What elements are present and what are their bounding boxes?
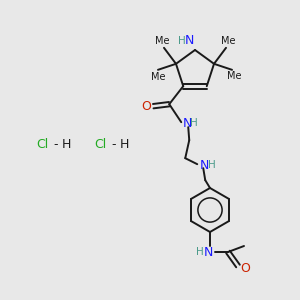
Text: N: N — [203, 245, 213, 259]
Text: H: H — [208, 160, 216, 170]
Text: -: - — [112, 139, 116, 152]
Text: H: H — [119, 139, 129, 152]
Text: Me: Me — [155, 36, 169, 46]
Text: H: H — [61, 139, 71, 152]
Text: Cl: Cl — [36, 139, 48, 152]
Text: Me: Me — [221, 36, 235, 46]
Text: H: H — [190, 118, 198, 128]
Text: O: O — [240, 262, 250, 275]
Text: -: - — [54, 139, 58, 152]
Text: O: O — [141, 100, 151, 113]
Text: N: N — [183, 117, 192, 130]
Text: Me: Me — [151, 72, 165, 82]
Text: N: N — [200, 159, 209, 172]
Text: Me: Me — [227, 71, 241, 81]
Text: Cl: Cl — [94, 139, 106, 152]
Text: H: H — [178, 36, 186, 46]
Text: H: H — [196, 247, 204, 257]
Text: N: N — [184, 34, 194, 47]
